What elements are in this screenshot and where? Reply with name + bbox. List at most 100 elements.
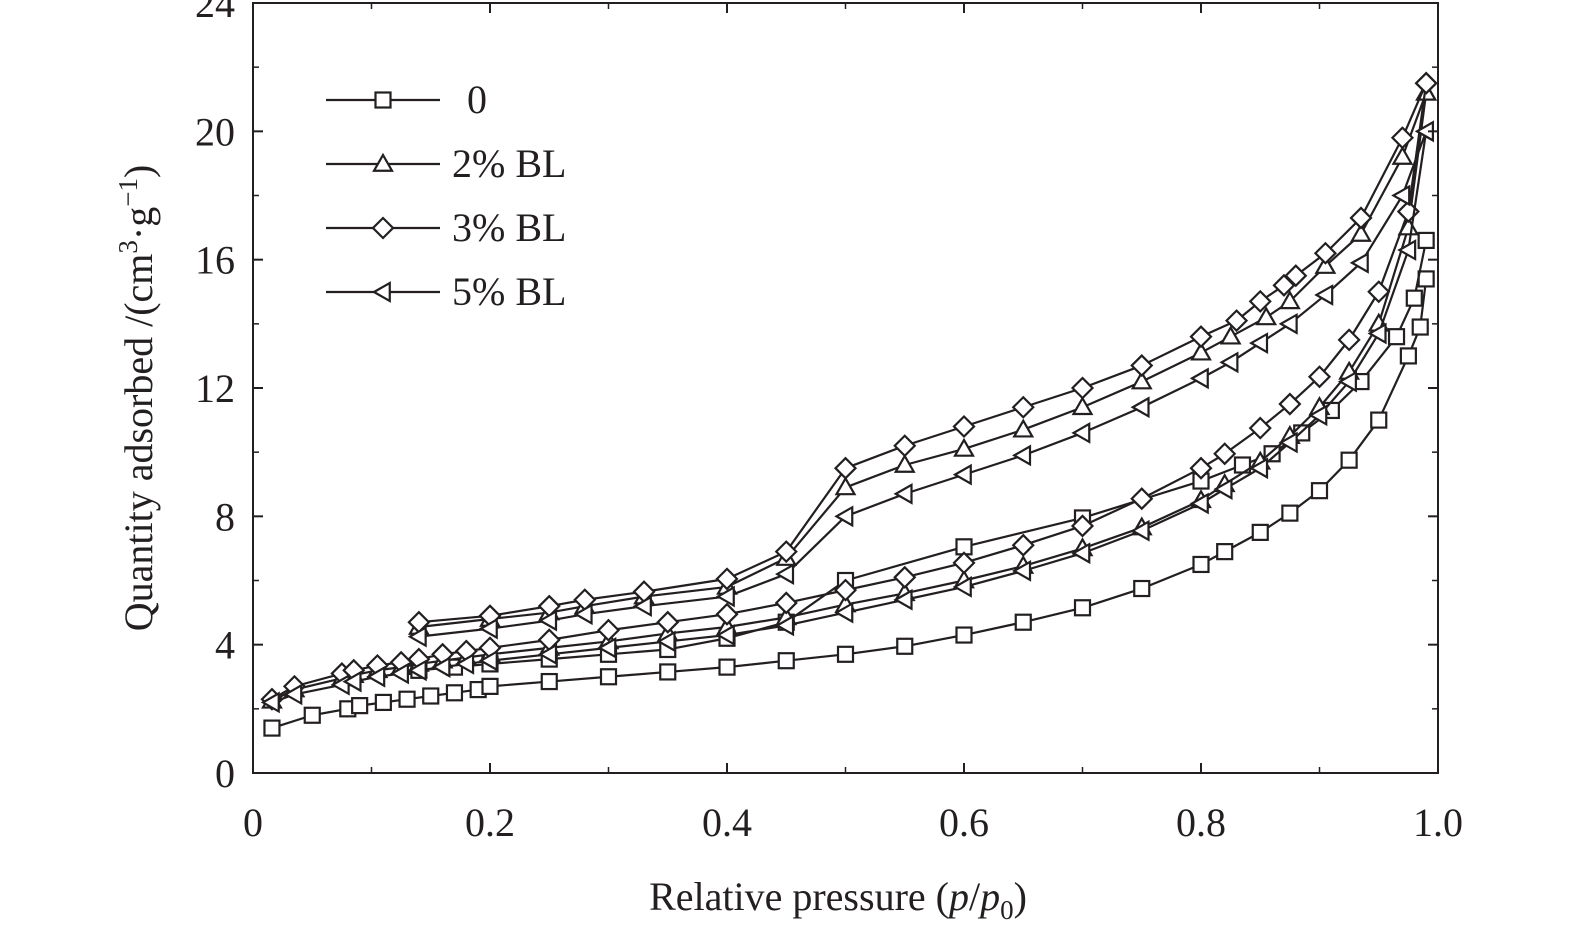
x-axis-title: Relative pressure (p/p0) [649,874,1027,925]
data-point [1337,370,1357,393]
series-3 [260,120,1435,714]
legend-label: 3% BL [452,205,566,250]
data-point [715,585,735,608]
data-point [1012,559,1032,582]
data-point [374,693,392,712]
legend-marker [374,91,392,109]
data-point [1313,241,1337,265]
data-point [1248,416,1272,440]
data-point [1350,222,1372,242]
legend-marker [372,152,394,172]
data-point [1213,478,1233,500]
series-layer [260,71,1438,737]
data-point [777,652,795,670]
legend-label: 0 [467,77,487,122]
data-point [597,636,617,659]
data-point [893,588,913,611]
data-point [896,637,914,655]
data-point [1130,353,1154,378]
data-point [1130,370,1153,390]
data-point [283,683,303,706]
data-point [445,684,464,702]
legend: 0 2% BL 3% BL 5% BL [326,77,566,314]
data-point [774,591,798,615]
data-point [1192,555,1210,574]
data-point [834,601,854,624]
x-tick-label: 0.4 [702,800,752,845]
data-point [1349,251,1369,274]
data-point [1308,404,1328,427]
data-point [1278,431,1298,454]
data-point [1190,341,1212,361]
data-point [833,456,858,480]
data-point [351,697,369,715]
data-point [1189,492,1209,515]
data-point [1189,367,1209,390]
legend-item: 3% BL [326,205,566,250]
data-point [1278,290,1301,310]
y-axis-title: Quantity adsorbed /(cm3·g−1) [113,165,161,632]
y-tick-label: 20 [195,109,235,154]
data-point [366,665,386,688]
data-point [538,609,558,632]
data-point [893,565,917,589]
data-point [599,668,618,686]
legend-item: 2% BL [326,141,566,186]
data-point [893,453,916,473]
y-tick-label: 12 [195,366,235,411]
data-point [955,626,973,644]
data-point [1248,289,1272,313]
data-point [1405,289,1423,307]
data-point [422,687,440,705]
y-tick-label: 24 [195,0,235,26]
data-point [1417,231,1435,250]
y-tick-label: 8 [215,494,235,539]
data-point [1337,328,1361,352]
data-point [1281,504,1299,522]
data-point [1272,273,1296,297]
data-point [1224,309,1249,333]
data-point [1249,457,1269,480]
data-point [1391,184,1411,207]
data-point [1071,542,1091,565]
data-point [1011,533,1035,557]
data-point [1130,487,1154,511]
axis-ticks: 0 0.2 0.4 0.6 0.8 1.0 0 4 8 12 16 20 24 [195,0,1463,845]
y-tick-label: 0 [215,751,235,796]
data-point [538,643,558,666]
data-point [1189,456,1213,480]
series-line-desorption [418,92,1428,629]
y-tick-label: 16 [195,238,235,283]
data-point [1307,365,1332,389]
data-point [1417,270,1435,288]
data-point [1073,599,1092,617]
legend-item: 0 [326,77,487,122]
data-point [303,706,321,724]
x-tick-label: 1.0 [1413,800,1463,845]
data-point [260,691,280,714]
data-point [398,690,416,708]
data-point [1012,418,1035,438]
data-point [1370,411,1388,429]
data-point [836,645,855,663]
data-point [632,595,652,618]
data-point [1399,347,1417,365]
data-point [834,476,857,496]
data-point [1397,239,1417,261]
data-point [1349,206,1373,230]
data-point [1251,523,1269,541]
data-point [481,677,499,695]
data-point [1216,543,1234,561]
series-line-desorption [418,130,1428,638]
data-point [573,603,593,626]
data-point [1071,422,1091,444]
data-point [952,414,976,439]
data-point [953,437,975,457]
data-point [1340,451,1358,469]
data-point [775,563,795,585]
series-line-desorption [418,82,1428,624]
x-tick-label: 0.6 [939,800,989,845]
legend-marker [371,281,391,303]
data-point [1133,579,1151,598]
